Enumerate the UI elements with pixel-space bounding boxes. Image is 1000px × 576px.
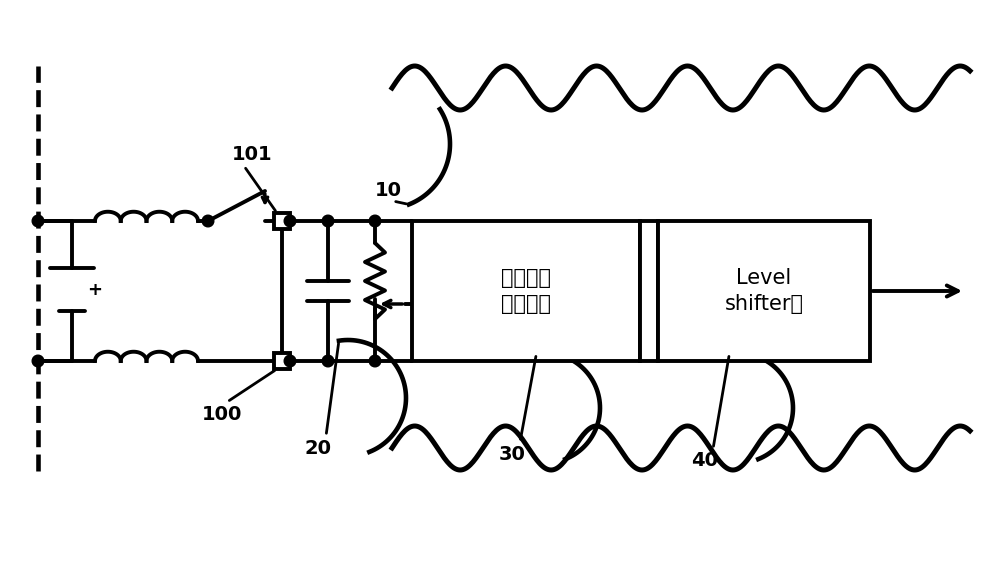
Text: Level
shifter等: Level shifter等 [724, 268, 804, 314]
Text: 10: 10 [374, 181, 402, 200]
Text: 瞬时电压
抑制控制: 瞬时电压 抑制控制 [501, 268, 551, 314]
Circle shape [202, 215, 214, 227]
Text: 101: 101 [232, 145, 272, 164]
Circle shape [369, 215, 381, 227]
Circle shape [284, 355, 296, 367]
Circle shape [32, 215, 44, 227]
Text: 40: 40 [692, 452, 718, 471]
Text: 100: 100 [202, 404, 242, 423]
Bar [274, 213, 290, 229]
Bar [658, 221, 870, 361]
Circle shape [284, 215, 296, 227]
Bar [412, 221, 640, 361]
Bar [640, 221, 658, 361]
Text: 20: 20 [304, 438, 332, 457]
Text: 30: 30 [499, 445, 525, 464]
Text: +: + [88, 281, 103, 299]
Bar [274, 353, 290, 369]
Circle shape [32, 355, 44, 367]
Circle shape [322, 355, 334, 367]
Circle shape [322, 215, 334, 227]
Circle shape [369, 355, 381, 367]
